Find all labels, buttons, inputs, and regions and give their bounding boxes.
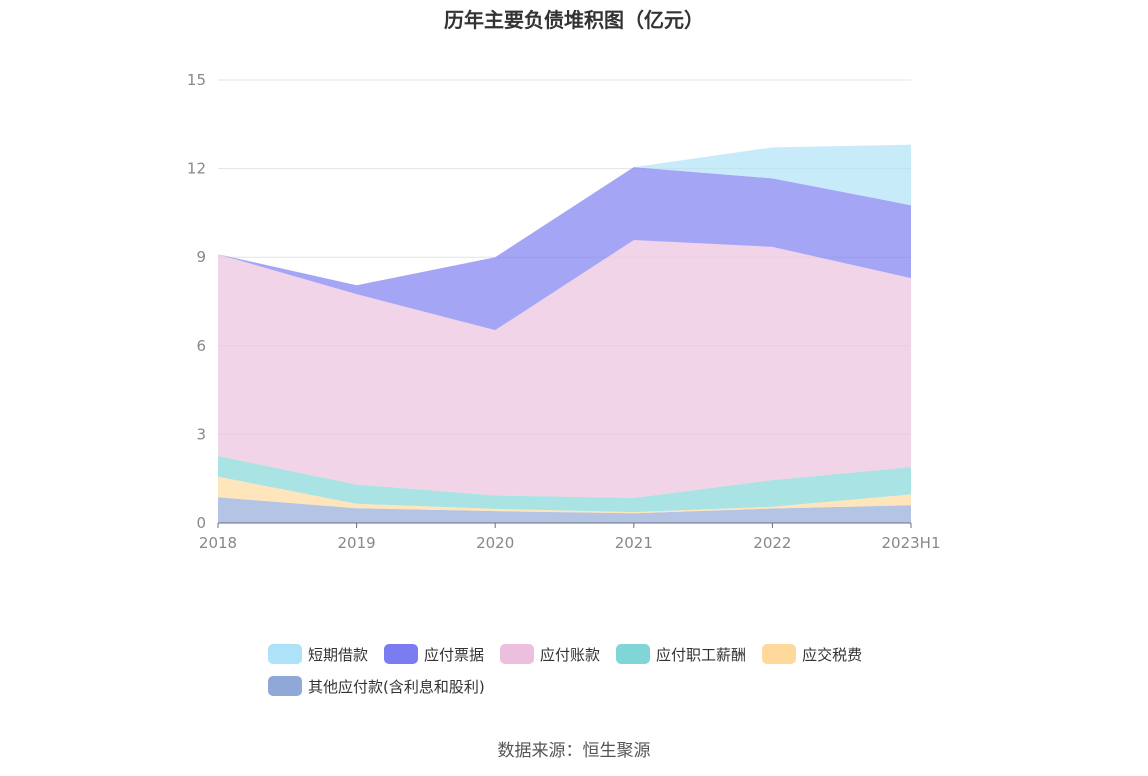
legend-label: 短期借款 (308, 645, 369, 664)
data-source: 数据来源：恒生聚源 (497, 741, 651, 761)
chart-legend: 短期借款 应付票据 应付账款 应付职工薪酬 应交税费其他应付款(含利息和股利) (268, 638, 928, 702)
legend-item[interactable]: 应交税费 (762, 644, 862, 665)
x-tick-label: 2020 (476, 534, 514, 552)
area-应付票据 (218, 167, 911, 331)
legend-swatch (500, 644, 535, 664)
y-tick-label: 6 (196, 337, 206, 355)
x-tick-label: 2019 (338, 534, 376, 552)
y-tick-label: 12 (187, 160, 206, 178)
legend-swatch (268, 644, 302, 664)
legend-label: 应付票据 (424, 645, 485, 664)
y-tick-label: 0 (196, 514, 206, 532)
legend-item[interactable]: 应付职工薪酬 (616, 644, 746, 665)
legend-item[interactable]: 应付账款 (500, 644, 600, 665)
x-tick-label: 2021 (615, 534, 653, 552)
y-tick-label: 15 (187, 71, 206, 89)
legend-row: 其他应付款(含利息和股利) (268, 670, 928, 702)
legend-row: 短期借款 应付票据 应付账款 应付职工薪酬 应交税费 (268, 638, 928, 670)
x-tick-label: 2023H1 (882, 534, 941, 552)
y-tick-label: 9 (196, 248, 206, 266)
x-tick-label: 2018 (199, 534, 237, 552)
legend-swatch (762, 644, 797, 664)
chart-title: 历年主要负债堆积图（亿元） (444, 8, 704, 32)
legend-swatch (616, 644, 651, 664)
legend-swatch (384, 644, 419, 664)
legend-item[interactable]: 应付票据 (384, 644, 484, 665)
area-短期借款 (218, 144, 911, 286)
legend-item[interactable]: 其他应付款(含利息和股利) (268, 676, 485, 697)
area-其他应付款含利息和股利 (218, 497, 911, 523)
legend-swatch (268, 676, 302, 696)
legend-label: 应交税费 (802, 645, 863, 664)
legend-item[interactable]: 短期借款 (268, 644, 368, 665)
area-应付账款 (218, 240, 911, 498)
area-应付职工薪酬 (218, 455, 911, 513)
legend-label: 其他应付款(含利息和股利) (308, 677, 485, 696)
legend-label: 应付账款 (540, 645, 601, 664)
y-tick-label: 3 (196, 425, 206, 443)
legend-label: 应付职工薪酬 (656, 645, 747, 664)
stacked-area-chart: 0 3 6 9 12 15 2018 2019 2020 2021 2022 2023H1 (187, 71, 941, 552)
x-tick-label: 2022 (753, 534, 791, 552)
